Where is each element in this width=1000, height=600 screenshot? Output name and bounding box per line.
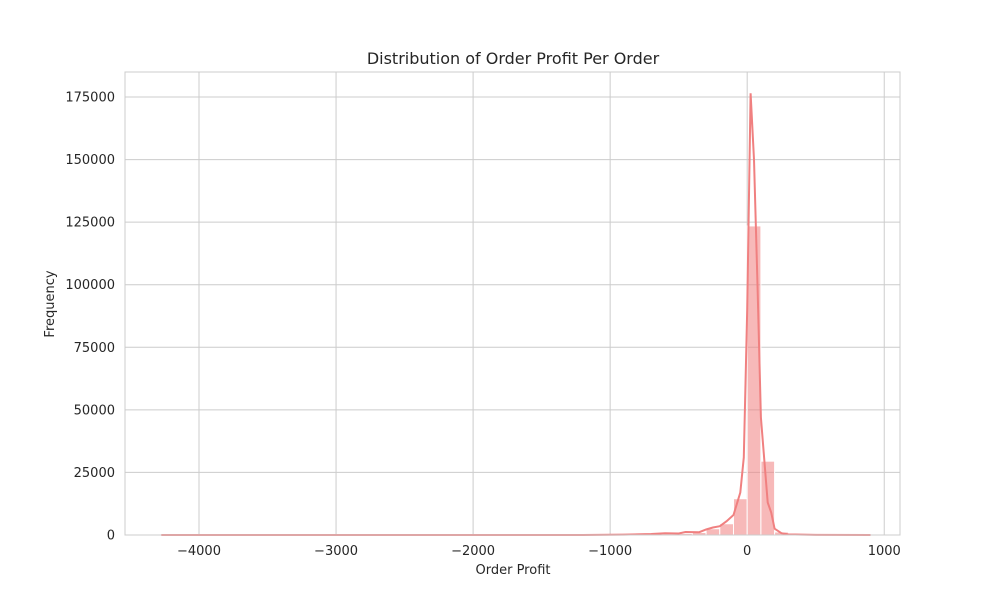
y-axis-label: Frequency — [43, 270, 58, 337]
x-tick-label: 1000 — [868, 544, 901, 559]
x-tick-label: −3000 — [314, 544, 358, 559]
y-tick-label: 125000 — [65, 216, 115, 231]
y-tick-label: 25000 — [74, 466, 115, 481]
plot-area-frame — [124, 71, 901, 536]
y-tick-label: 175000 — [65, 91, 115, 106]
kde-curve — [161, 93, 871, 536]
y-axis-ticks: 0 25000 50000 75000 100000 125000 150000 175000 — [65, 91, 115, 544]
y-tick-label: 50000 — [74, 403, 115, 418]
x-tick-label: −1000 — [588, 544, 632, 559]
x-axis-label: Order Profit — [476, 563, 551, 578]
x-axis-ticks: −4000 −3000 −2000 −1000 0 1000 — [177, 544, 901, 559]
y-tick-label: 100000 — [65, 278, 115, 293]
y-tick-label: 75000 — [74, 341, 115, 356]
y-tick-label: 150000 — [65, 153, 115, 168]
x-tick-label: −4000 — [177, 544, 221, 559]
y-gridlines — [125, 96, 900, 536]
y-tick-label: 0 — [107, 529, 115, 544]
chart-title: Distribution of Order Profit Per Order — [367, 49, 660, 68]
x-tick-label: −2000 — [451, 544, 495, 559]
histogram-bar — [746, 225, 762, 536]
x-tick-label: 0 — [743, 544, 751, 559]
histogram-bar — [732, 498, 748, 536]
